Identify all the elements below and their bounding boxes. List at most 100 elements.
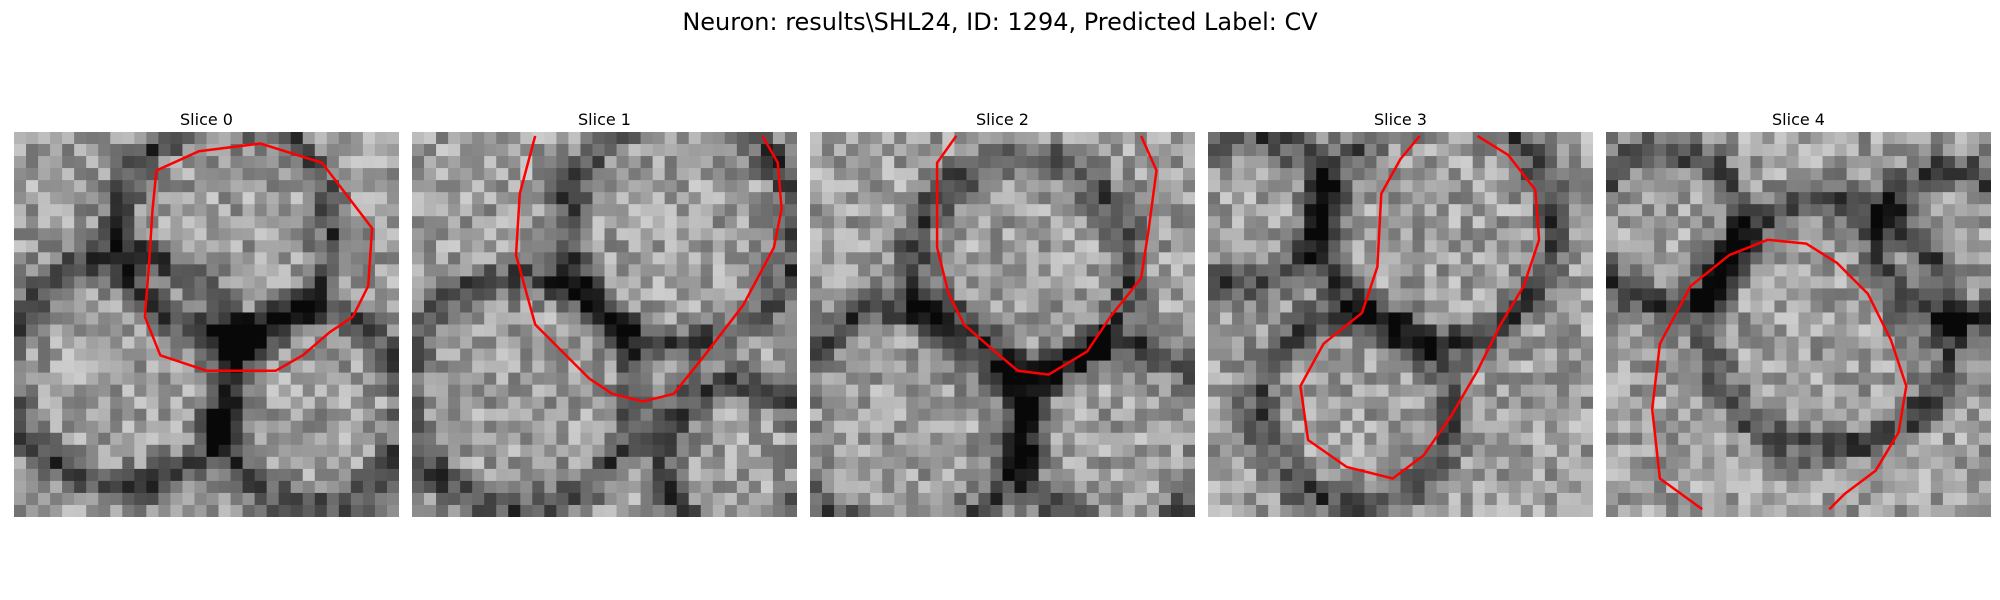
pixel-cell xyxy=(1208,420,1221,434)
pixel-cell xyxy=(628,180,642,193)
pixel-cell xyxy=(1280,456,1293,470)
pixel-cell xyxy=(1026,372,1040,386)
pixel-cell xyxy=(628,504,642,517)
pixel-cell xyxy=(254,444,268,458)
pixel-cell xyxy=(1630,312,1643,326)
pixel-cell xyxy=(74,336,87,350)
pixel-cell xyxy=(314,372,328,386)
pixel-cell xyxy=(1630,432,1643,446)
pixel-cell xyxy=(1232,312,1245,326)
slice-title: Slice 0 xyxy=(180,110,233,129)
pixel-cell xyxy=(206,456,220,470)
pixel-cell xyxy=(1460,300,1474,314)
pixel-cell xyxy=(1376,300,1390,314)
pixel-cell xyxy=(1110,180,1124,193)
pixel-cell xyxy=(1580,372,1593,386)
pixel-cell xyxy=(230,216,244,229)
pixel-cell xyxy=(1268,432,1281,446)
pixel-cell xyxy=(1630,408,1643,422)
pixel-cell xyxy=(62,288,75,302)
pixel-cell xyxy=(158,432,172,446)
pixel-cell xyxy=(26,276,39,290)
pixel-cell xyxy=(1364,480,1378,494)
pixel-cell xyxy=(1062,468,1076,482)
pixel-cell xyxy=(1400,492,1414,506)
pixel-cell xyxy=(1460,132,1474,145)
pixel-cell xyxy=(736,264,750,277)
pixel-cell xyxy=(640,456,654,470)
pixel-cell xyxy=(1448,192,1462,205)
pixel-cell xyxy=(652,444,666,458)
pixel-cell xyxy=(1918,252,1932,265)
pixel-cell xyxy=(1412,396,1426,410)
pixel-cell xyxy=(1292,216,1305,229)
pixel-cell xyxy=(278,264,292,277)
pixel-cell xyxy=(1038,228,1052,241)
pixel-cell xyxy=(472,204,485,217)
pixel-cell xyxy=(1352,456,1366,470)
pixel-cell xyxy=(664,444,678,458)
pixel-cell xyxy=(1508,144,1522,157)
pixel-cell xyxy=(484,252,497,265)
pixel-cell xyxy=(290,300,304,314)
pixel-cell xyxy=(1568,504,1582,517)
pixel-cell xyxy=(1388,396,1402,410)
pixel-cell xyxy=(1966,168,1980,181)
pixel-cell xyxy=(1750,132,1764,145)
pixel-cell xyxy=(700,384,714,398)
pixel-cell xyxy=(882,132,895,145)
pixel-cell xyxy=(1074,144,1088,157)
pixel-cell xyxy=(98,180,111,193)
pixel-cell xyxy=(1846,264,1860,277)
pixel-cell xyxy=(1496,204,1510,217)
pixel-cell xyxy=(1400,168,1414,181)
pixel-cell xyxy=(736,444,750,458)
pixel-cell xyxy=(810,312,823,326)
pixel-cell xyxy=(640,444,654,458)
pixel-cell xyxy=(1810,336,1824,350)
pixel-cell xyxy=(834,408,847,422)
pixel-cell xyxy=(314,144,328,157)
pixel-cell xyxy=(1714,180,1727,193)
pixel-cell xyxy=(532,492,545,506)
pixel-cell xyxy=(314,456,328,470)
pixel-cell xyxy=(1050,216,1064,229)
pixel-cell xyxy=(1292,132,1305,145)
pixel-cell xyxy=(1762,300,1776,314)
slice-panel-2: Slice 2 xyxy=(810,108,1195,517)
pixel-cell xyxy=(508,408,521,422)
pixel-cell xyxy=(1014,480,1028,494)
pixel-cell xyxy=(930,384,943,398)
pixel-cell xyxy=(266,432,280,446)
pixel-cell xyxy=(1376,204,1390,217)
pixel-cell xyxy=(1412,288,1426,302)
pixel-cell xyxy=(122,456,135,470)
pixel-cell xyxy=(1846,252,1860,265)
pixel-cell xyxy=(1774,288,1788,302)
pixel-cell xyxy=(472,444,485,458)
pixel-cell xyxy=(1798,216,1812,229)
pixel-cell xyxy=(1304,240,1317,253)
pixel-cell xyxy=(640,360,654,374)
pixel-cell xyxy=(748,408,762,422)
pixel-cell xyxy=(580,300,594,314)
pixel-cell xyxy=(1376,312,1390,326)
pixel-cell xyxy=(954,480,968,494)
pixel-cell xyxy=(1388,480,1402,494)
pixel-cell xyxy=(1002,132,1016,145)
pixel-cell xyxy=(676,444,690,458)
pixel-cell xyxy=(242,228,256,241)
pixel-cell xyxy=(448,204,461,217)
pixel-cell xyxy=(38,144,51,157)
pixel-cell xyxy=(254,312,268,326)
pixel-cell xyxy=(302,444,316,458)
pixel-cell xyxy=(1280,492,1293,506)
pixel-cell xyxy=(544,420,557,434)
pixel-cell xyxy=(386,216,399,229)
pixel-cell xyxy=(544,504,557,517)
pixel-cell xyxy=(1146,480,1160,494)
pixel-cell xyxy=(1834,228,1848,241)
pixel-cell xyxy=(26,348,39,362)
pixel-cell xyxy=(1532,264,1546,277)
pixel-cell xyxy=(520,432,533,446)
